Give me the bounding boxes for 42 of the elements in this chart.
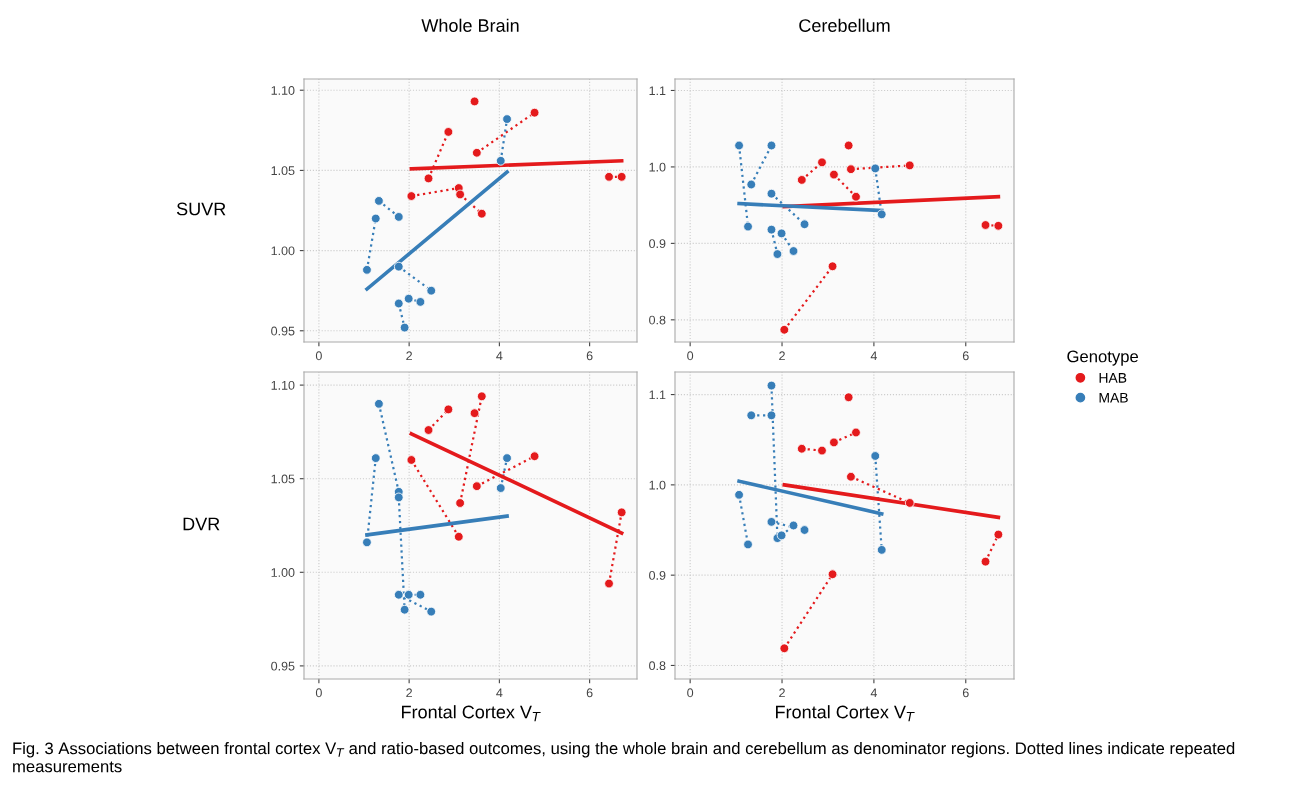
x-axis-title: Frontal Cortex V$_{T}$ (776, 705, 915, 722)
y-tick-label: 1.0 (649, 480, 666, 490)
y-tick-label: 1.10 (271, 86, 295, 95)
y-tick-label: 1.05 (271, 166, 295, 176)
legend-label: MAB (1099, 392, 1128, 403)
y-tick-label: 0.95 (271, 661, 295, 671)
y-axis-title: SUVR (176, 202, 226, 216)
y-tick-label: 1.1 (649, 390, 666, 400)
x-tick-label: 2 (779, 351, 785, 361)
y-tick-label: 1.10 (271, 380, 295, 390)
x-tick-label: 0 (315, 351, 322, 361)
x-tick-label: 4 (496, 351, 503, 361)
x-tick-label: 0 (315, 688, 322, 698)
legend-label: HAB (1099, 373, 1127, 383)
x-tick-label: 6 (586, 351, 593, 361)
y-tick-label: 1.00 (271, 246, 295, 256)
x-tick-label: 6 (962, 351, 969, 361)
y-tick-label: 0.9 (649, 570, 666, 580)
x-axis-title: Frontal Cortex V$_{T}$ (402, 705, 541, 722)
y-tick-label: 1.1 (649, 86, 666, 95)
legend-title: Genotype (1067, 350, 1139, 366)
y-axis-title: DVR (183, 517, 220, 531)
chart-title: Whole Brain (421, 18, 519, 32)
x-tick-label: 0 (687, 351, 694, 361)
y-tick-label: 0.9 (649, 239, 666, 249)
x-tick-label: 2 (406, 688, 412, 698)
y-tick-label: 1.05 (271, 474, 295, 484)
y-tick-label: 0.8 (649, 661, 666, 671)
x-tick-label: 4 (496, 688, 503, 698)
y-tick-label: 0.8 (649, 315, 666, 325)
x-tick-label: 2 (406, 351, 412, 361)
chart-title: Cerebellum (799, 18, 890, 32)
text: Fig. 3 Associations between frontal cortex V$_{T}$ and ratio-based outcomes, using the whole brain and cerebellum as denominator regions. Dotted lines indicate repeated measurements (13, 742, 1235, 773)
x-tick-label: 6 (586, 688, 593, 698)
x-tick-label: 0 (687, 688, 694, 698)
y-tick-label: 1.0 (649, 162, 666, 172)
x-tick-label: 4 (870, 351, 878, 361)
x-tick-label: 2 (779, 688, 785, 698)
x-tick-label: 6 (962, 688, 969, 698)
x-tick-label: 4 (870, 688, 878, 698)
y-tick-label: 0.95 (271, 326, 295, 336)
y-tick-label: 1.00 (271, 568, 295, 577)
